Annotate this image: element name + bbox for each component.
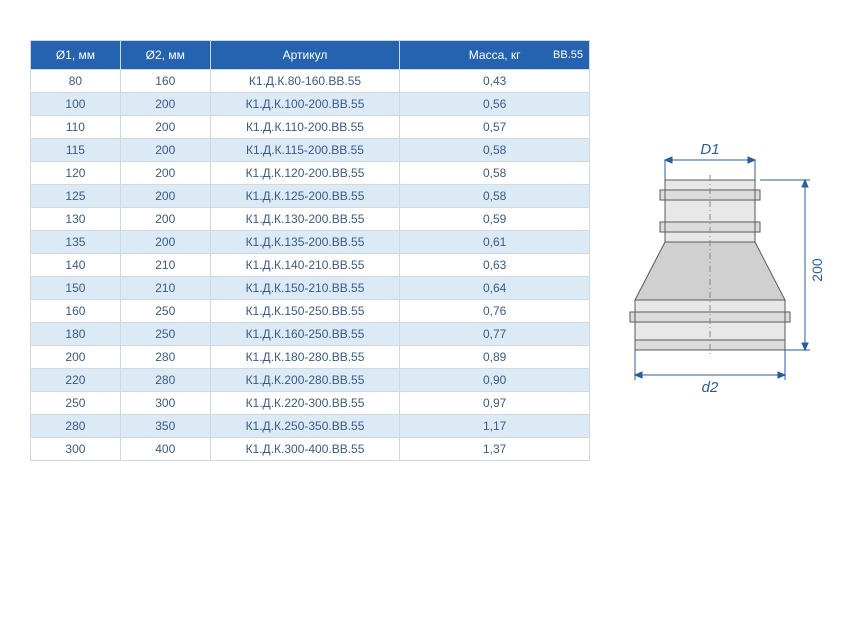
cell-d1: 280 (31, 415, 121, 438)
cell-d1: 180 (31, 323, 121, 346)
technical-drawing: D1 200 d2 (610, 140, 840, 405)
cell-mass: 1,17 (400, 415, 590, 438)
cell-d1: 220 (31, 369, 121, 392)
table-row: 100200К1.Д.К.100-200.BB.550,56 (31, 93, 590, 116)
table-row: 250300К1.Д.К.220-300.BB.550,97 (31, 392, 590, 415)
cell-d1: 250 (31, 392, 121, 415)
cell-mass: 0,61 (400, 231, 590, 254)
label-d1: D1 (700, 141, 719, 158)
cell-art: К1.Д.К.150-210.BB.55 (210, 277, 400, 300)
cell-d1: 80 (31, 70, 121, 93)
cell-art: К1.Д.К.135-200.BB.55 (210, 231, 400, 254)
cell-art: К1.Д.К.120-200.BB.55 (210, 162, 400, 185)
cell-d1: 120 (31, 162, 121, 185)
cell-art: К1.Д.К.180-280.BB.55 (210, 346, 400, 369)
spec-table-container: Ø1, мм Ø2, мм Артикул Масса, кг BB.55 80… (30, 40, 590, 461)
cell-mass: 0,76 (400, 300, 590, 323)
cell-art: К1.Д.К.115-200.BB.55 (210, 139, 400, 162)
cell-d2: 200 (120, 185, 210, 208)
cell-mass: 0,58 (400, 162, 590, 185)
cell-d1: 300 (31, 438, 121, 461)
cell-art: К1.Д.К.150-250.BB.55 (210, 300, 400, 323)
cell-d2: 210 (120, 254, 210, 277)
cell-d2: 160 (120, 70, 210, 93)
label-height: 200 (809, 258, 825, 282)
cell-d2: 200 (120, 231, 210, 254)
cell-d1: 110 (31, 116, 121, 139)
table-row: 115200К1.Д.К.115-200.BB.550,58 (31, 139, 590, 162)
cell-mass: 0,89 (400, 346, 590, 369)
cell-mass: 0,90 (400, 369, 590, 392)
header-d2: Ø2, мм (120, 41, 210, 70)
cell-d2: 400 (120, 438, 210, 461)
cell-d2: 350 (120, 415, 210, 438)
cell-d2: 200 (120, 116, 210, 139)
header-article: Артикул (210, 41, 400, 70)
cell-d1: 160 (31, 300, 121, 323)
table-row: 200280К1.Д.К.180-280.BB.550,89 (31, 346, 590, 369)
cell-d1: 150 (31, 277, 121, 300)
cell-d2: 300 (120, 392, 210, 415)
table-row: 180250К1.Д.К.160-250.BB.550,77 (31, 323, 590, 346)
header-d1: Ø1, мм (31, 41, 121, 70)
table-row: 120200К1.Д.К.120-200.BB.550,58 (31, 162, 590, 185)
table-row: 280350К1.Д.К.250-350.BB.551,17 (31, 415, 590, 438)
cell-mass: 0,97 (400, 392, 590, 415)
header-mass: Масса, кг BB.55 (400, 41, 590, 70)
cell-d2: 200 (120, 162, 210, 185)
cell-mass: 0,64 (400, 277, 590, 300)
table-row: 130200К1.Д.К.130-200.BB.550,59 (31, 208, 590, 231)
cell-art: К1.Д.К.140-210.BB.55 (210, 254, 400, 277)
cell-art: К1.Д.К.110-200.BB.55 (210, 116, 400, 139)
table-row: 125200К1.Д.К.125-200.BB.550,58 (31, 185, 590, 208)
cell-mass: 0,58 (400, 185, 590, 208)
cell-d1: 140 (31, 254, 121, 277)
table-row: 110200К1.Д.К.110-200.BB.550,57 (31, 116, 590, 139)
table-row: 220280К1.Д.К.200-280.BB.550,90 (31, 369, 590, 392)
cell-art: К1.Д.К.100-200.BB.55 (210, 93, 400, 116)
cell-mass: 0,63 (400, 254, 590, 277)
cell-d1: 100 (31, 93, 121, 116)
cell-d1: 125 (31, 185, 121, 208)
cell-mass: 0,56 (400, 93, 590, 116)
cell-art: К1.Д.К.200-280.BB.55 (210, 369, 400, 392)
cell-art: К1.Д.К.80-160.BB.55 (210, 70, 400, 93)
cell-mass: 0,57 (400, 116, 590, 139)
table-row: 80160К1.Д.К.80-160.BB.550,43 (31, 70, 590, 93)
cell-art: К1.Д.К.130-200.BB.55 (210, 208, 400, 231)
label-d2: d2 (702, 379, 719, 396)
cell-mass: 0,43 (400, 70, 590, 93)
cell-mass: 0,59 (400, 208, 590, 231)
cell-d2: 280 (120, 346, 210, 369)
cell-art: К1.Д.К.250-350.BB.55 (210, 415, 400, 438)
cell-d2: 200 (120, 93, 210, 116)
table-row: 300400К1.Д.К.300-400.BB.551,37 (31, 438, 590, 461)
cell-d2: 200 (120, 208, 210, 231)
table-row: 135200К1.Д.К.135-200.BB.550,61 (31, 231, 590, 254)
cell-d2: 250 (120, 323, 210, 346)
cell-d2: 210 (120, 277, 210, 300)
cell-d2: 280 (120, 369, 210, 392)
cell-mass: 1,37 (400, 438, 590, 461)
cell-art: К1.Д.К.300-400.BB.55 (210, 438, 400, 461)
table-row: 150210К1.Д.К.150-210.BB.550,64 (31, 277, 590, 300)
cell-d1: 200 (31, 346, 121, 369)
table-row: 140210К1.Д.К.140-210.BB.550,63 (31, 254, 590, 277)
spec-table: Ø1, мм Ø2, мм Артикул Масса, кг BB.55 80… (30, 40, 590, 461)
cell-d1: 135 (31, 231, 121, 254)
table-row: 160250К1.Д.К.150-250.BB.550,76 (31, 300, 590, 323)
cell-mass: 0,77 (400, 323, 590, 346)
cell-d1: 130 (31, 208, 121, 231)
cell-d1: 115 (31, 139, 121, 162)
cell-art: К1.Д.К.160-250.BB.55 (210, 323, 400, 346)
model-badge: BB.55 (553, 49, 583, 61)
cell-d2: 250 (120, 300, 210, 323)
cell-art: К1.Д.К.125-200.BB.55 (210, 185, 400, 208)
cell-mass: 0,58 (400, 139, 590, 162)
cell-art: К1.Д.К.220-300.BB.55 (210, 392, 400, 415)
header-mass-label: Масса, кг (469, 48, 521, 62)
cell-d2: 200 (120, 139, 210, 162)
